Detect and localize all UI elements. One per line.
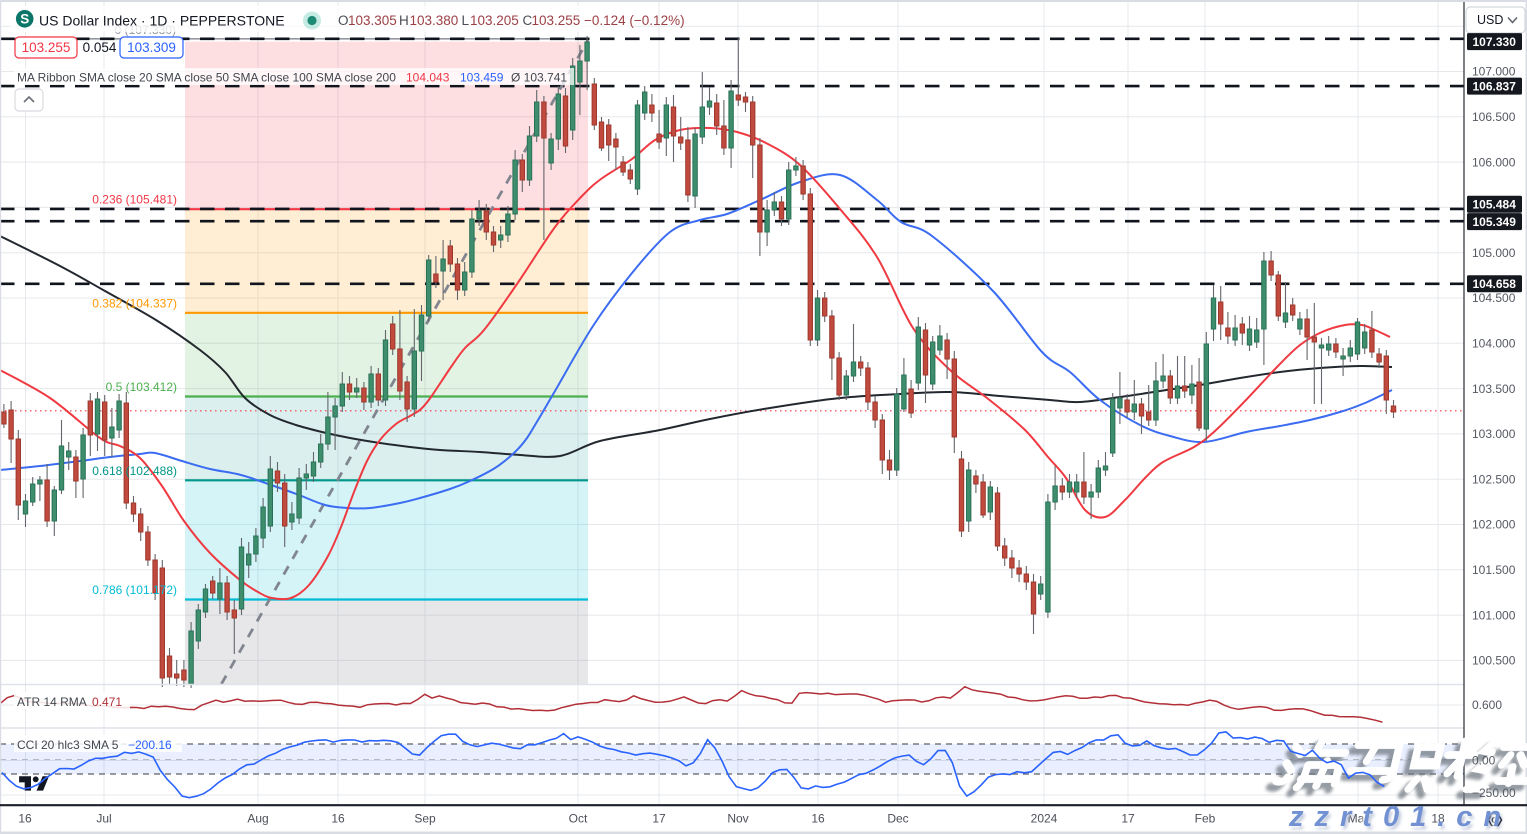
svg-text:106.500: 106.500 [1472, 110, 1516, 124]
svg-text:C: C [523, 13, 533, 28]
svg-text:105.484: 105.484 [1473, 198, 1517, 212]
svg-text:103.255: 103.255 [22, 40, 71, 55]
svg-text:−0.124 (−0.12%): −0.124 (−0.12%) [584, 13, 685, 28]
svg-text:103.205: 103.205 [470, 13, 519, 28]
svg-text:104.658: 104.658 [1473, 277, 1517, 291]
svg-text:US Dollar Index · 1D · PEPPERS: US Dollar Index · 1D · PEPPERSTONE [39, 12, 285, 28]
svg-text:101.500: 101.500 [1472, 563, 1516, 577]
svg-text:0.00: 0.00 [1472, 754, 1496, 768]
svg-text:Ø 103.741: Ø 103.741 [511, 71, 567, 85]
svg-text:O: O [338, 13, 349, 28]
svg-text:MA Ribbon SMA close 20 SMA clo: MA Ribbon SMA close 20 SMA close 50 SMA … [17, 71, 396, 85]
svg-text:104.043: 104.043 [406, 71, 450, 85]
svg-text:2024: 2024 [1031, 812, 1058, 826]
svg-text:0.382 (104.337): 0.382 (104.337) [92, 297, 177, 311]
svg-text:H: H [399, 13, 409, 28]
svg-text:16: 16 [331, 812, 345, 826]
svg-text:CCI 20 hlc3 SMA 5: CCI 20 hlc3 SMA 5 [17, 738, 119, 752]
svg-text:Sep: Sep [414, 812, 436, 826]
svg-text:103.500: 103.500 [1472, 382, 1516, 396]
svg-text:0.054: 0.054 [83, 40, 117, 55]
svg-text:0.5 (103.412): 0.5 (103.412) [106, 380, 177, 394]
svg-text:106.837: 106.837 [1473, 79, 1517, 93]
svg-text:0.786 (101.172): 0.786 (101.172) [92, 583, 177, 597]
svg-text:102.000: 102.000 [1472, 518, 1516, 532]
svg-text:Oct: Oct [569, 812, 588, 826]
svg-text:Nov: Nov [727, 812, 748, 826]
svg-text:USD: USD [1477, 13, 1503, 27]
svg-text:105.000: 105.000 [1472, 246, 1516, 260]
svg-text:0.236 (105.481): 0.236 (105.481) [92, 193, 177, 207]
svg-text:Dec: Dec [887, 812, 908, 826]
svg-text:102.500: 102.500 [1472, 472, 1516, 486]
svg-text:17: 17 [652, 812, 666, 826]
svg-text:107.000: 107.000 [1472, 65, 1516, 79]
svg-text:103.255: 103.255 [532, 13, 581, 28]
svg-text:104.000: 104.000 [1472, 337, 1516, 351]
svg-text:16: 16 [18, 812, 32, 826]
svg-text:16: 16 [811, 812, 825, 826]
svg-text:Jul: Jul [96, 812, 111, 826]
svg-text:Aug: Aug [247, 812, 268, 826]
svg-text:100.500: 100.500 [1472, 654, 1516, 668]
svg-text:Feb: Feb [1195, 812, 1216, 826]
svg-text:103.459: 103.459 [460, 71, 504, 85]
svg-text:104.500: 104.500 [1472, 291, 1516, 305]
svg-text:Mar: Mar [1348, 812, 1369, 826]
svg-text:0.471: 0.471 [92, 695, 122, 709]
svg-text:101.000: 101.000 [1472, 608, 1516, 622]
svg-text:0.618 (102.488): 0.618 (102.488) [92, 464, 177, 478]
svg-text:103.305: 103.305 [348, 13, 397, 28]
svg-text:0.600: 0.600 [1472, 698, 1502, 712]
svg-text:ATR 14 RMA: ATR 14 RMA [17, 695, 87, 709]
svg-text:103.000: 103.000 [1472, 427, 1516, 441]
svg-text:S: S [20, 12, 29, 27]
svg-text:106.000: 106.000 [1472, 155, 1516, 169]
svg-text:18: 18 [1431, 812, 1445, 826]
svg-text:17: 17 [1121, 812, 1135, 826]
svg-text:105.349: 105.349 [1473, 215, 1517, 229]
svg-text:−200.16: −200.16 [128, 738, 172, 752]
svg-text:L: L [462, 13, 470, 28]
svg-text:−250.00: −250.00 [1472, 786, 1516, 800]
svg-text:107.330: 107.330 [1473, 35, 1517, 49]
svg-text:103.380: 103.380 [410, 13, 459, 28]
svg-text:103.309: 103.309 [127, 40, 176, 55]
